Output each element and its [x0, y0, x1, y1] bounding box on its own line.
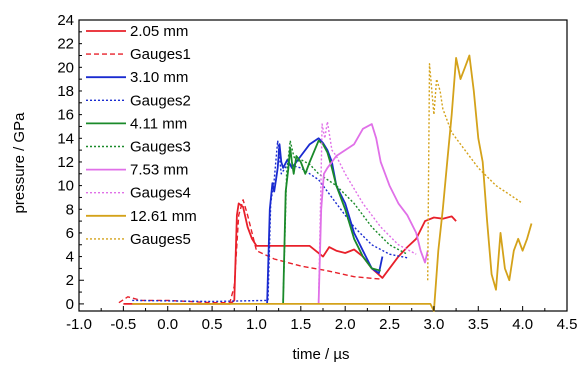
y-tick-label: 4: [66, 249, 74, 266]
y-tick-label: 10: [57, 178, 74, 195]
x-tick-label: 4.0: [512, 316, 533, 333]
legend-label: 3.10 mm: [130, 69, 188, 86]
y-tick-label: 18: [57, 83, 74, 100]
y-tick-label: 24: [57, 12, 74, 29]
y-tick-label: 2: [66, 272, 74, 289]
legend: 2.05 mm Gauges1 3.10 mm Gauges2 4.11 mm Gauge…: [82, 22, 212, 262]
legend-label: Gauges4: [130, 185, 191, 202]
series-line: [132, 54, 533, 312]
x-tick-label: 3.5: [468, 316, 489, 333]
y-tick-label: 0: [66, 296, 74, 313]
y-tick-label: 6: [66, 225, 74, 242]
series-line: [118, 199, 381, 304]
legend-label: 7.53 mm: [130, 162, 188, 179]
series-line: [282, 139, 381, 304]
legend-label: 4.11 mm: [130, 115, 187, 132]
x-tick-label: 0.0: [157, 316, 178, 333]
series-line: [266, 137, 384, 304]
x-axis-ticks: -1.0 -0.5 0.0 0.5 1.0 1.5 2.0 2.5 3.0 3.5 4.0 4.5: [66, 306, 577, 333]
legend-label: Gauges5: [130, 231, 191, 248]
x-tick-label: 1.5: [290, 316, 311, 333]
series-layer: [118, 54, 533, 312]
x-tick-label: -0.5: [110, 316, 136, 333]
x-tick-label: 2.5: [379, 316, 400, 333]
x-tick-label: 1.0: [246, 316, 267, 333]
legend-label: Gauges1: [130, 46, 191, 63]
legend-label: Gauges3: [130, 139, 191, 156]
y-tick-label: 14: [57, 130, 74, 147]
legend-background: [82, 22, 212, 262]
series-line: [427, 63, 523, 281]
y-tick-label: 22: [57, 36, 74, 53]
series-line: [317, 121, 417, 301]
legend-label: Gauges2: [130, 92, 191, 109]
x-tick-label: 4.5: [557, 316, 578, 333]
y-tick-label: 12: [57, 154, 74, 171]
x-axis-label: time / µs: [293, 346, 350, 363]
y-tick-label: 16: [57, 107, 74, 124]
x-tick-label: 3.0: [423, 316, 444, 333]
y-tick-label: 20: [57, 59, 74, 76]
x-tick-label: -1.0: [66, 316, 92, 333]
legend-label: 2.05 mm: [130, 23, 188, 40]
legend-label: 12.61 mm: [130, 208, 197, 225]
series-line: [282, 140, 408, 301]
series-line: [317, 123, 429, 304]
y-tick-label: 8: [66, 201, 74, 218]
y-axis-label: pressure / GPa: [11, 112, 28, 214]
x-tick-label: 2.0: [335, 316, 356, 333]
x-tick-label: 0.5: [202, 316, 223, 333]
